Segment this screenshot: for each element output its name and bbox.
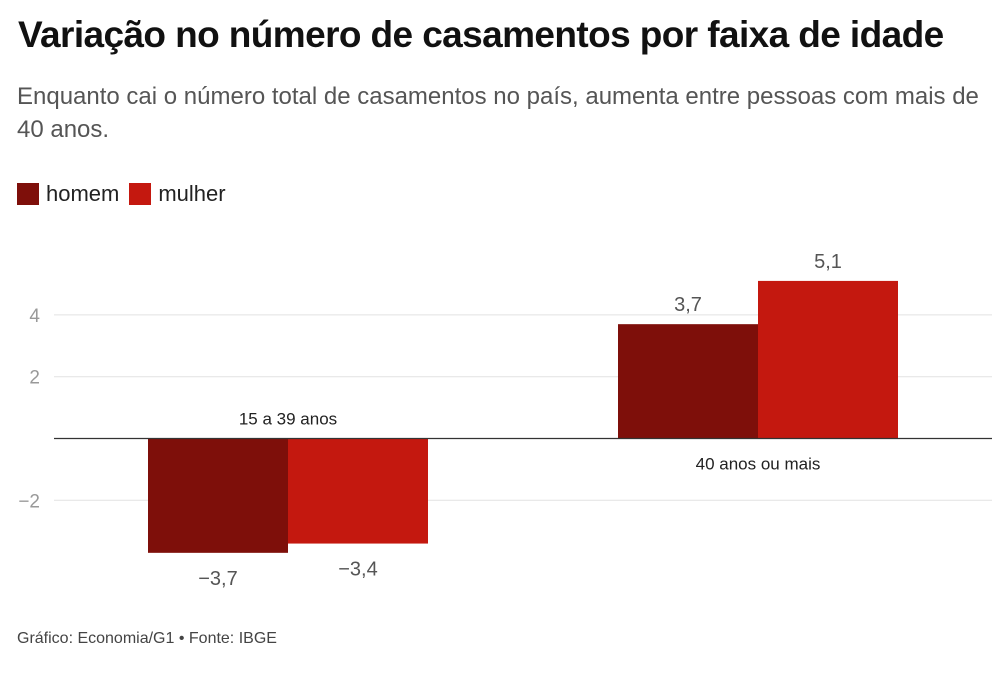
y-tick-label-1: 2 [29,368,40,389]
legend-label-homem: homem [46,181,120,206]
data-label-mulher-1: 5,1 [814,251,842,273]
bar-mulher-0 [288,438,428,544]
legend: homem mulher [17,181,236,207]
y-tick-label-0: −2 [18,491,40,512]
bar-homem-0 [148,438,288,553]
legend-item-homem: homem [17,181,119,207]
data-label-homem-0: −3,7 [198,568,237,590]
category-label-1: 40 anos ou mais [696,455,821,474]
legend-item-mulher: mulher [129,181,226,207]
legend-swatch-mulher [129,183,152,205]
category-label-0: 15 a 39 anos [239,410,337,429]
bar-homem-1 [618,324,758,439]
bar-mulher-1 [758,280,898,439]
data-label-homem-1: 3,7 [674,294,702,316]
y-tick-label-2: 4 [29,306,40,327]
data-label-mulher-0: −3,4 [338,559,377,581]
source-footer: Gráfico: Economia/G1 • Fonte: IBGE [17,630,277,647]
legend-swatch-homem [17,183,39,205]
legend-label-mulher: mulher [158,181,226,206]
chart-subtitle: Enquanto cai o número total de casamento… [17,83,979,143]
chart-title: Variação no número de casamentos por fai… [18,14,944,55]
